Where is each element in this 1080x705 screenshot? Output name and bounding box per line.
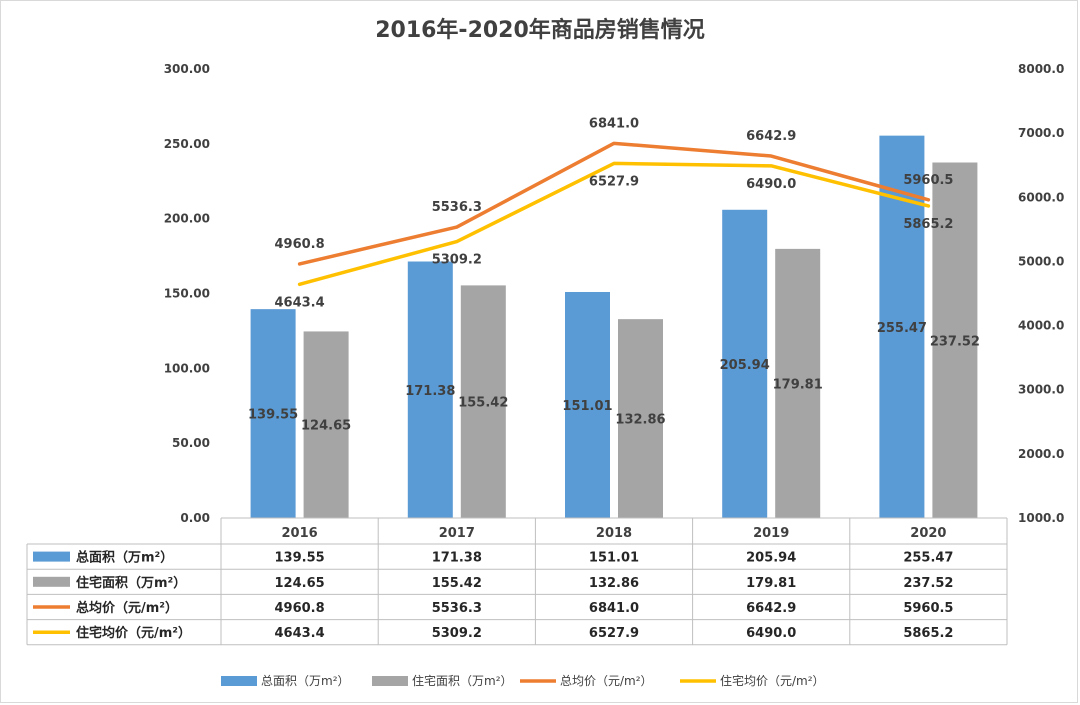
table-cell: 4643.4 — [275, 626, 325, 641]
legend-label: 住宅均价（元/m²） — [720, 673, 825, 688]
y-left-tick-label: 0.00 — [180, 511, 210, 525]
y-right-tick-label: 3000.0 — [1018, 383, 1064, 397]
category-label: 2019 — [753, 526, 789, 541]
bar-data-label: 139.55 — [248, 408, 298, 423]
line-residential-avg-price — [297, 161, 931, 287]
bar-data-label: 151.01 — [562, 399, 612, 414]
y-left-tick-label: 300.00 — [164, 62, 210, 76]
legend-label: 总面积（万m²） — [261, 674, 350, 688]
line-data-label: 6642.9 — [746, 129, 796, 144]
legend-label: 住宅面积（万m²） — [412, 673, 513, 688]
table-cell: 6642.9 — [746, 601, 796, 616]
bar-data-label: 237.52 — [930, 334, 980, 349]
table-row-label: 住宅均价（元/m²） — [76, 625, 191, 641]
table-cell: 5536.3 — [432, 601, 482, 616]
y-right-tick-label: 6000.0 — [1018, 190, 1064, 204]
category-label: 2017 — [439, 526, 475, 541]
bar-data-label: 132.86 — [615, 413, 665, 428]
table-cell: 205.94 — [746, 551, 796, 566]
bar-data-label: 255.47 — [877, 321, 927, 336]
y-right-tick-label: 7000.0 — [1018, 126, 1064, 140]
table-cell: 132.86 — [589, 576, 639, 591]
y-left-tick-label: 250.00 — [164, 137, 210, 151]
y-left-tick-label: 150.00 — [164, 287, 210, 301]
category-label: 2016 — [282, 526, 318, 541]
legend-key — [372, 676, 408, 686]
table-row-label: 总面积（万m²） — [76, 550, 173, 566]
table-cell: 6527.9 — [589, 626, 639, 641]
y-right-tick-label: 1000.0 — [1018, 511, 1064, 525]
y-right-tick-label: 4000.0 — [1018, 319, 1064, 333]
table-row-label: 总均价（元/m²） — [76, 600, 178, 616]
table-row-label: 住宅面积（万m²） — [76, 575, 186, 591]
table-cell: 179.81 — [746, 576, 796, 591]
bar-total-area — [407, 261, 453, 518]
line-data-label: 5536.3 — [432, 200, 482, 215]
bar-data-label: 124.65 — [301, 419, 351, 434]
line-data-label: 6527.9 — [589, 174, 639, 189]
table-cell: 5960.5 — [903, 601, 953, 616]
chart-title: 2016年-2020年商品房销售情况 — [375, 18, 705, 43]
legend-label: 总均价（元/m²） — [560, 674, 653, 688]
line-data-label: 5309.2 — [432, 253, 482, 268]
table-cell: 6841.0 — [589, 601, 639, 616]
line-data-label: 6490.0 — [746, 177, 796, 192]
line-data-label: 6841.0 — [589, 116, 639, 131]
table-cell: 171.38 — [432, 551, 482, 566]
table-cell: 139.55 — [275, 551, 325, 566]
y-left-tick-label: 100.00 — [164, 361, 210, 375]
bar-residential-area — [932, 162, 978, 519]
table-cell: 255.47 — [903, 551, 953, 566]
category-label: 2020 — [910, 526, 946, 541]
bar-total-area — [250, 309, 296, 518]
y-left-tick-label: 200.00 — [164, 212, 210, 226]
bar-residential-area — [618, 319, 663, 518]
bar-total-area — [722, 209, 768, 518]
table-cell: 124.65 — [275, 576, 325, 591]
y-right-tick-label: 2000.0 — [1018, 447, 1064, 461]
y-right-tick-label: 5000.0 — [1018, 254, 1064, 268]
legend-key — [221, 676, 257, 686]
table-legend-key — [33, 551, 70, 562]
category-label: 2018 — [596, 526, 632, 541]
bar-data-label: 179.81 — [773, 377, 823, 392]
y-right-tick-label: 8000.0 — [1018, 62, 1064, 76]
line-data-label: 5865.2 — [903, 217, 953, 232]
bar-residential-area — [303, 331, 349, 518]
bar-residential-area — [775, 248, 821, 518]
bar-residential-area — [460, 285, 506, 518]
table-legend-key — [33, 576, 70, 587]
bar-data-label: 155.42 — [458, 396, 508, 411]
bar-data-label: 171.38 — [405, 384, 455, 399]
table-cell: 6490.0 — [746, 626, 796, 641]
line-data-label: 4960.8 — [275, 237, 325, 252]
line-total-avg-price — [297, 141, 931, 266]
table-cell: 4960.8 — [275, 601, 325, 616]
table-cell: 155.42 — [432, 576, 482, 591]
table-cell: 237.52 — [903, 576, 953, 591]
line-data-label: 5960.5 — [903, 173, 953, 188]
table-cell: 5309.2 — [432, 626, 482, 641]
bar-data-label: 205.94 — [720, 358, 770, 373]
bar-total-area — [565, 291, 610, 518]
table-cell: 5865.2 — [903, 626, 953, 641]
line-data-label: 4643.4 — [275, 295, 325, 310]
table-cell: 151.01 — [589, 551, 639, 566]
y-left-tick-label: 50.00 — [172, 436, 210, 450]
